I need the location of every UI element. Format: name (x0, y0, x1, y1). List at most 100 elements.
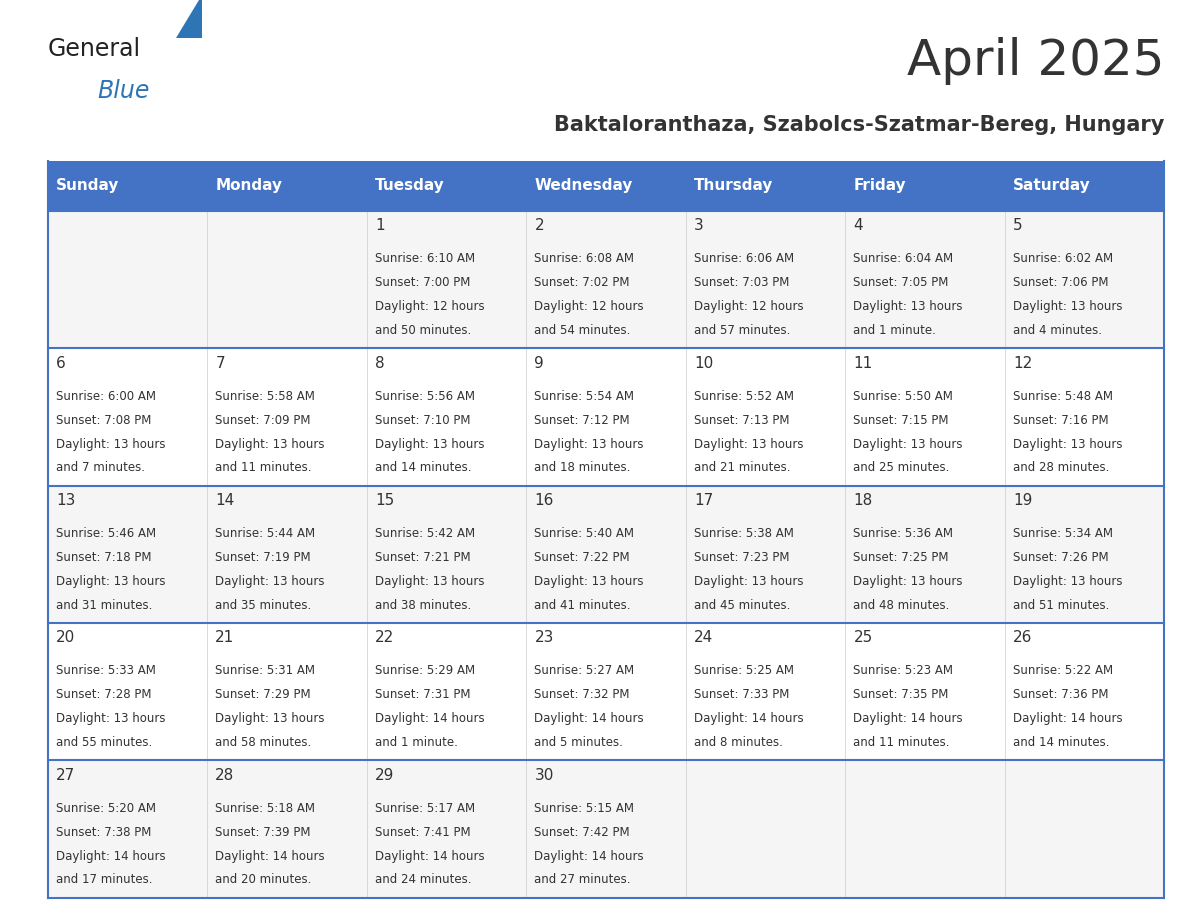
Text: Sunrise: 5:31 AM: Sunrise: 5:31 AM (215, 665, 315, 677)
Text: Daylight: 14 hours: Daylight: 14 hours (375, 712, 485, 725)
Text: Sunset: 7:00 PM: Sunset: 7:00 PM (375, 276, 470, 289)
Text: Sunset: 7:08 PM: Sunset: 7:08 PM (56, 414, 151, 427)
Bar (685, 161, 845, 211)
Text: Daylight: 14 hours: Daylight: 14 hours (1013, 712, 1123, 725)
Text: Daylight: 14 hours: Daylight: 14 hours (56, 849, 165, 863)
Bar (526, 211, 685, 349)
Bar (207, 349, 367, 486)
Text: Sunset: 7:38 PM: Sunset: 7:38 PM (56, 825, 151, 839)
Text: and 24 minutes.: and 24 minutes. (375, 873, 472, 887)
Text: Daylight: 14 hours: Daylight: 14 hours (215, 849, 326, 863)
Text: Sunset: 7:36 PM: Sunset: 7:36 PM (1013, 688, 1108, 701)
Bar (526, 349, 685, 486)
Text: Tuesday: Tuesday (375, 178, 444, 194)
Text: Sunrise: 5:48 AM: Sunrise: 5:48 AM (1013, 390, 1113, 403)
Bar (526, 760, 685, 898)
Text: 8: 8 (375, 356, 385, 371)
Text: and 58 minutes.: and 58 minutes. (215, 736, 311, 749)
Text: 9: 9 (535, 356, 544, 371)
Bar (367, 623, 526, 760)
Text: Sunrise: 6:02 AM: Sunrise: 6:02 AM (1013, 252, 1113, 265)
Text: Sunrise: 6:04 AM: Sunrise: 6:04 AM (853, 252, 954, 265)
Text: Sunset: 7:33 PM: Sunset: 7:33 PM (694, 688, 789, 701)
Text: Blue: Blue (97, 79, 150, 103)
Text: 19: 19 (1013, 493, 1032, 509)
Text: Sunset: 7:10 PM: Sunset: 7:10 PM (375, 414, 470, 427)
Text: Daylight: 13 hours: Daylight: 13 hours (853, 438, 963, 451)
Bar (526, 486, 685, 623)
Bar (845, 161, 1005, 211)
Text: Daylight: 13 hours: Daylight: 13 hours (215, 438, 324, 451)
Text: Sunrise: 5:15 AM: Sunrise: 5:15 AM (535, 801, 634, 815)
Text: 1: 1 (375, 218, 385, 233)
Text: 3: 3 (694, 218, 703, 233)
Text: and 50 minutes.: and 50 minutes. (375, 324, 472, 337)
Text: Sunset: 7:29 PM: Sunset: 7:29 PM (215, 688, 311, 701)
Text: Sunrise: 5:52 AM: Sunrise: 5:52 AM (694, 390, 794, 403)
Bar (367, 486, 526, 623)
Text: 28: 28 (215, 767, 234, 783)
Text: and 54 minutes.: and 54 minutes. (535, 324, 631, 337)
Text: Sunrise: 6:00 AM: Sunrise: 6:00 AM (56, 390, 156, 403)
Text: 17: 17 (694, 493, 713, 509)
Text: Thursday: Thursday (694, 178, 773, 194)
Text: Sunset: 7:42 PM: Sunset: 7:42 PM (535, 825, 630, 839)
Text: Daylight: 13 hours: Daylight: 13 hours (535, 438, 644, 451)
Text: Sunrise: 5:20 AM: Sunrise: 5:20 AM (56, 801, 156, 815)
Text: 27: 27 (56, 767, 75, 783)
Bar (845, 349, 1005, 486)
Text: Sunset: 7:03 PM: Sunset: 7:03 PM (694, 276, 789, 289)
Bar (685, 349, 845, 486)
Text: Daylight: 13 hours: Daylight: 13 hours (375, 575, 485, 588)
Text: Daylight: 13 hours: Daylight: 13 hours (215, 575, 324, 588)
Text: Sunset: 7:06 PM: Sunset: 7:06 PM (1013, 276, 1108, 289)
Bar (207, 211, 367, 349)
Text: Sunset: 7:12 PM: Sunset: 7:12 PM (535, 414, 630, 427)
Text: 22: 22 (375, 631, 394, 645)
Text: Daylight: 14 hours: Daylight: 14 hours (535, 849, 644, 863)
Text: Sunset: 7:02 PM: Sunset: 7:02 PM (535, 276, 630, 289)
Text: Sunrise: 5:22 AM: Sunrise: 5:22 AM (1013, 665, 1113, 677)
Text: and 1 minute.: and 1 minute. (853, 324, 936, 337)
Text: Daylight: 13 hours: Daylight: 13 hours (1013, 438, 1123, 451)
Text: Sunset: 7:05 PM: Sunset: 7:05 PM (853, 276, 949, 289)
Text: Sunset: 7:26 PM: Sunset: 7:26 PM (1013, 551, 1108, 564)
Bar (1005, 486, 1164, 623)
Text: Sunset: 7:18 PM: Sunset: 7:18 PM (56, 551, 151, 564)
Text: and 51 minutes.: and 51 minutes. (1013, 599, 1110, 611)
Text: and 25 minutes.: and 25 minutes. (853, 462, 950, 475)
Text: Sunset: 7:19 PM: Sunset: 7:19 PM (215, 551, 311, 564)
Text: and 38 minutes.: and 38 minutes. (375, 599, 472, 611)
Text: Sunset: 7:21 PM: Sunset: 7:21 PM (375, 551, 470, 564)
Text: Sunset: 7:13 PM: Sunset: 7:13 PM (694, 414, 790, 427)
Text: Daylight: 13 hours: Daylight: 13 hours (215, 712, 324, 725)
Text: 12: 12 (1013, 356, 1032, 371)
Text: 7: 7 (215, 356, 225, 371)
Polygon shape (176, 0, 202, 38)
Text: Daylight: 13 hours: Daylight: 13 hours (1013, 300, 1123, 313)
Text: and 14 minutes.: and 14 minutes. (1013, 736, 1110, 749)
Text: Wednesday: Wednesday (535, 178, 633, 194)
Text: and 55 minutes.: and 55 minutes. (56, 736, 152, 749)
Text: and 41 minutes.: and 41 minutes. (535, 599, 631, 611)
Text: Sunrise: 5:58 AM: Sunrise: 5:58 AM (215, 390, 315, 403)
Text: 10: 10 (694, 356, 713, 371)
Text: and 20 minutes.: and 20 minutes. (215, 873, 311, 887)
Bar (685, 623, 845, 760)
Text: Sunset: 7:35 PM: Sunset: 7:35 PM (853, 688, 949, 701)
Text: and 45 minutes.: and 45 minutes. (694, 599, 790, 611)
Text: Daylight: 14 hours: Daylight: 14 hours (853, 712, 963, 725)
Text: 24: 24 (694, 631, 713, 645)
Bar (526, 623, 685, 760)
Text: Daylight: 13 hours: Daylight: 13 hours (56, 712, 165, 725)
Text: and 18 minutes.: and 18 minutes. (535, 462, 631, 475)
Bar (526, 161, 685, 211)
Bar (48, 760, 207, 898)
Text: and 57 minutes.: and 57 minutes. (694, 324, 790, 337)
Text: Sunrise: 5:25 AM: Sunrise: 5:25 AM (694, 665, 794, 677)
Text: Baktaloranthaza, Szabolcs-Szatmar-Bereg, Hungary: Baktaloranthaza, Szabolcs-Szatmar-Bereg,… (554, 115, 1164, 135)
Text: and 8 minutes.: and 8 minutes. (694, 736, 783, 749)
Text: and 4 minutes.: and 4 minutes. (1013, 324, 1102, 337)
Text: Sunrise: 5:27 AM: Sunrise: 5:27 AM (535, 665, 634, 677)
Text: Sunset: 7:23 PM: Sunset: 7:23 PM (694, 551, 790, 564)
